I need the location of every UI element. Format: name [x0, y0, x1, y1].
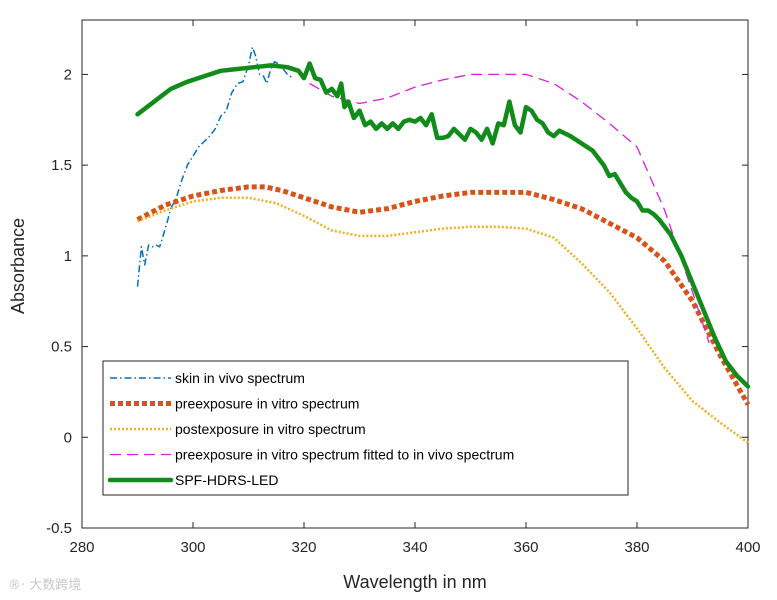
x-tick-label: 340	[402, 539, 427, 556]
axes-layer: 280 300 320 340 360 380 400 -0.5 0 0.5 1 1.5 2	[46, 20, 761, 556]
legend-box	[102, 360, 629, 496]
series-line-4	[309, 73, 710, 344]
y-axis-label: Absorbance	[8, 218, 28, 314]
y-tick-label: 1.5	[51, 157, 72, 174]
y-tick-label: 0.5	[51, 339, 72, 356]
legend-label-5: SPF-HDRS-LED	[175, 472, 278, 488]
x-tick-label: 400	[735, 539, 760, 556]
y-tick-label: -0.5	[46, 520, 72, 537]
legend: skin in vivo spectrum preexposure in vitr…	[102, 360, 629, 496]
series-line-5	[135, 61, 751, 389]
series-layer	[135, 46, 751, 444]
legend-label-3: postexposure in vitro spectrum	[175, 421, 366, 437]
x-axis-label: Wavelength in nm	[343, 572, 486, 592]
y-tick-label: 2	[64, 66, 72, 83]
series-line-3	[137, 196, 749, 444]
legend-label-1: skin in vivo spectrum	[175, 370, 305, 386]
y-tick-label: 1	[64, 248, 72, 265]
series-line-1	[136, 46, 294, 287]
watermark: ®· 大数跨境	[8, 578, 82, 593]
legend-label-2: preexposure in vitro spectrum	[175, 396, 359, 412]
x-tick-label: 280	[69, 539, 94, 556]
x-tick-label: 380	[624, 539, 649, 556]
y-tick-label: 0	[64, 429, 72, 446]
legend-label-4: preexposure in vitro spectrum fitted to …	[175, 447, 514, 463]
x-tick-label: 320	[291, 539, 316, 556]
x-tick-label: 300	[180, 539, 205, 556]
x-tick-label: 360	[513, 539, 538, 556]
series-line-2	[136, 184, 751, 406]
